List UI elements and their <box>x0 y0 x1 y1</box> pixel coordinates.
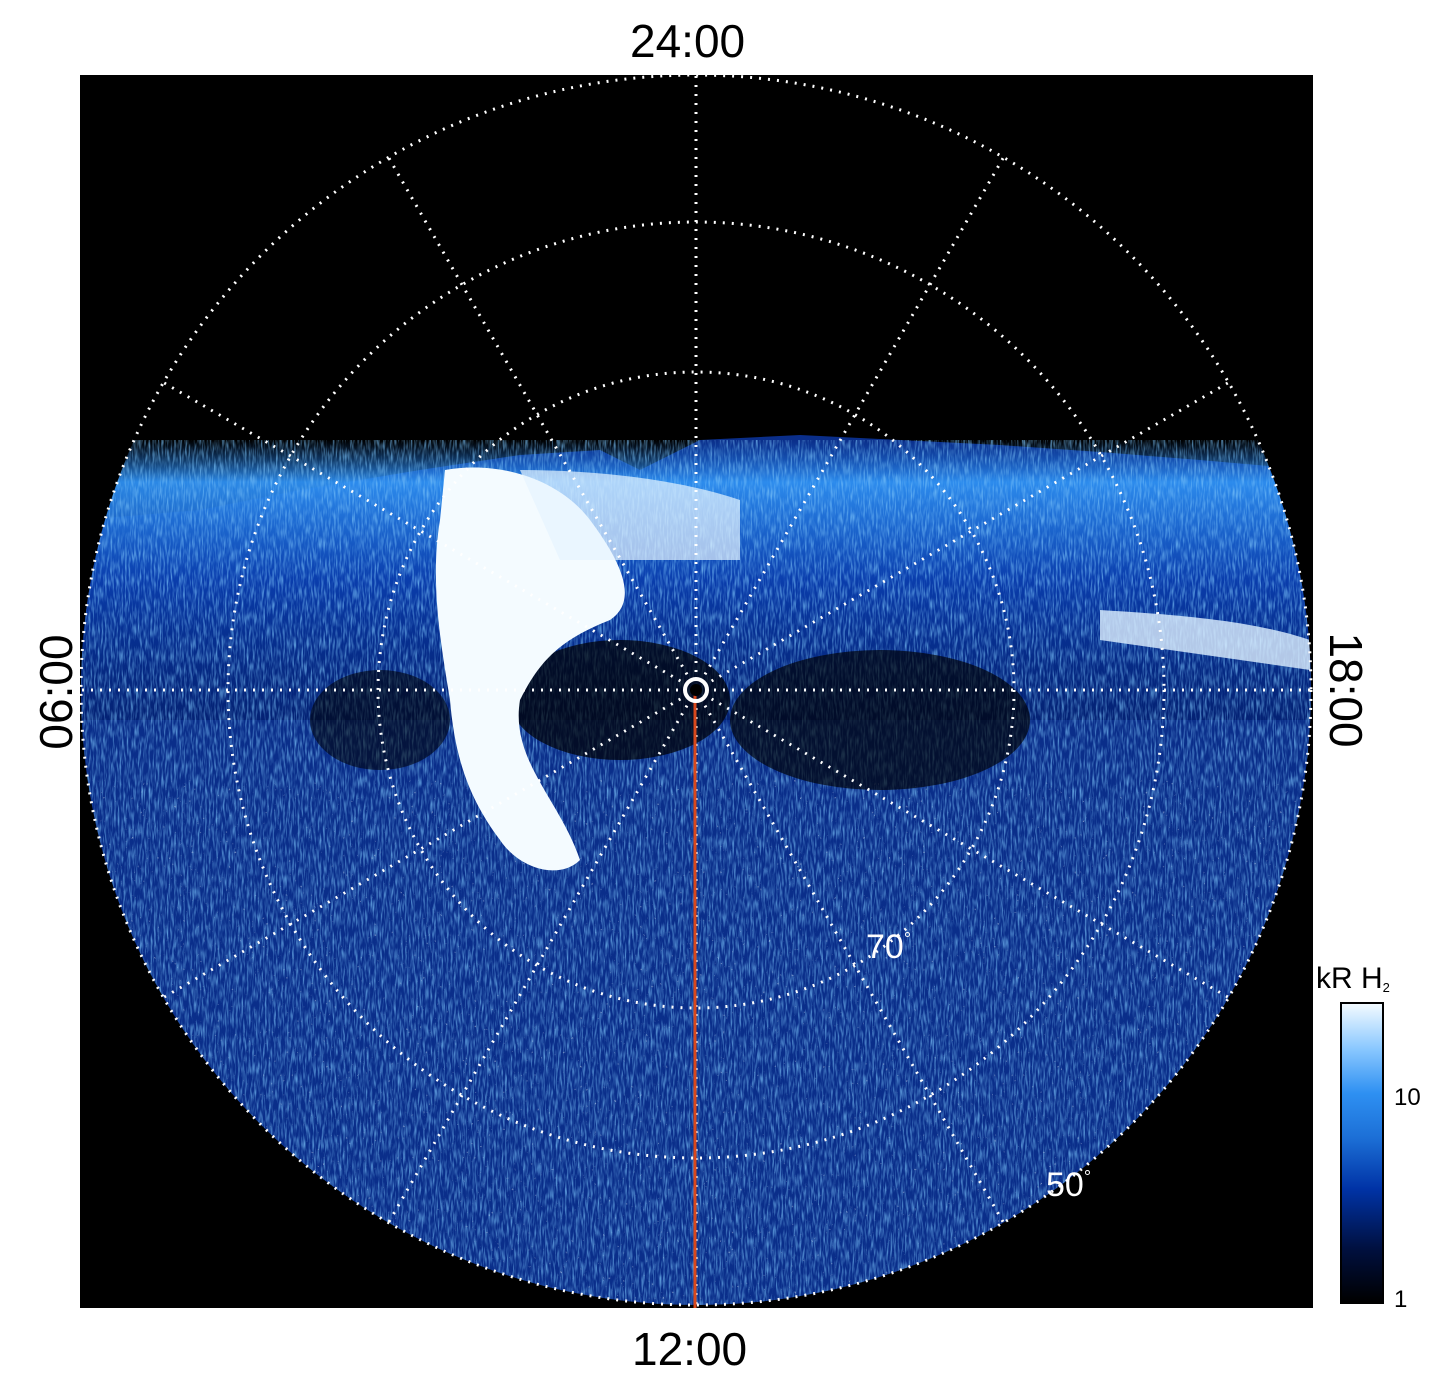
colorbar-tick-1: 1 <box>1394 1286 1408 1313</box>
latitude-circle-80 <box>376 370 1016 1010</box>
dark-patch <box>510 640 730 760</box>
latitude-label-50: 50° <box>1046 1166 1092 1204</box>
meridian-line <box>387 156 698 691</box>
meridian-line <box>694 689 1005 1224</box>
meridian-line <box>695 688 1230 999</box>
meridian-line <box>695 381 1230 692</box>
local-time-label-dusk: 18:00 <box>1320 632 1372 748</box>
dark-patch <box>730 650 1030 790</box>
meridian-line <box>694 156 1005 691</box>
latitude-label-70: 70° <box>866 928 912 966</box>
bright-auroral-patch <box>435 467 625 871</box>
pole-marker-center <box>690 684 702 696</box>
pole-marker <box>683 677 709 703</box>
local-time-label-noon: 12:00 <box>632 1323 748 1375</box>
meridian-line <box>162 688 697 999</box>
local-time-label-midnight: 24:00 <box>630 15 746 67</box>
meridian-line <box>162 381 697 692</box>
local-time-label-dawn: 06:00 <box>30 634 82 750</box>
dark-patch <box>310 670 450 770</box>
colorbar-title: kR H2 <box>1316 962 1390 995</box>
colorbar <box>1340 1002 1384 1304</box>
latitude-circle-outer <box>79 73 1313 1307</box>
bright-band-arc <box>520 470 740 560</box>
meridian-line <box>387 689 698 1224</box>
bright-band-right <box>1100 610 1310 670</box>
colorbar-tick-10: 10 <box>1394 1084 1421 1111</box>
